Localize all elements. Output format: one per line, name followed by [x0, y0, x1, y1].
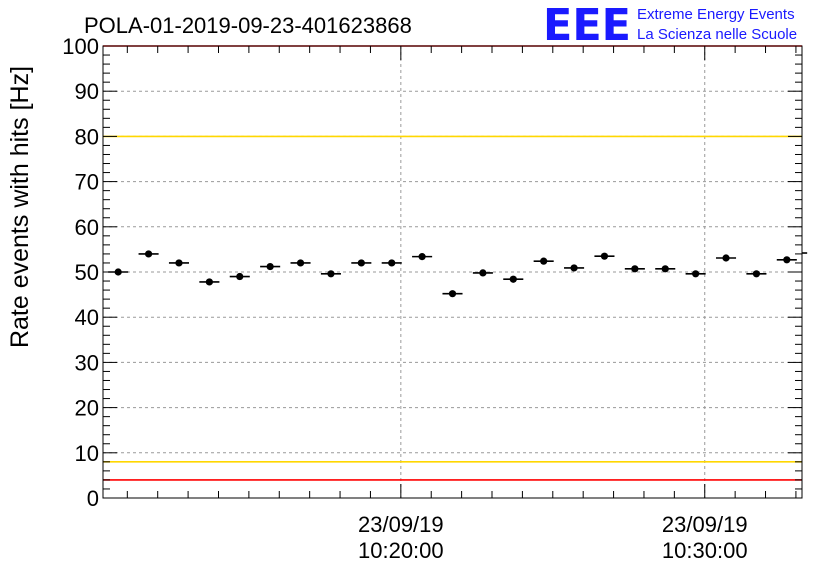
- eee-logo-line1: Extreme Energy Events: [637, 6, 795, 23]
- x-tick-label-date: 23/09/19: [358, 512, 444, 537]
- data-point: [327, 270, 335, 278]
- y-tick-label: 100: [62, 34, 99, 59]
- x-tick-label-time: 10:20:00: [358, 538, 444, 563]
- data-point: [631, 265, 639, 273]
- y-tick-label: 50: [75, 260, 99, 285]
- y-tick-label: 40: [75, 305, 99, 330]
- data-point: [692, 270, 700, 278]
- y-axis-label: Rate events with hits [Hz]: [6, 66, 34, 348]
- data-point: [752, 270, 761, 278]
- grid: [103, 46, 802, 498]
- data-point: [661, 265, 669, 273]
- x-tick-label-time: 10:30:00: [662, 538, 748, 563]
- data-point: [357, 259, 365, 267]
- y-tick-label: 30: [75, 350, 99, 375]
- y-tick-label: 60: [75, 215, 99, 240]
- data-point: [144, 250, 153, 258]
- data-point: [236, 272, 244, 281]
- data-point: [509, 275, 517, 283]
- y-tick-labels: 0 10 20 30 40 50 60 70 80 90 100: [62, 34, 99, 511]
- y-tick-label: 80: [75, 124, 99, 149]
- data-point: [722, 254, 730, 262]
- y-tick-label: 70: [75, 170, 99, 195]
- data-point: [418, 253, 426, 261]
- x-tick-label-date: 23/09/19: [662, 512, 748, 537]
- data-point: [266, 262, 274, 271]
- data-point: [783, 256, 791, 264]
- data-point: [600, 252, 609, 260]
- axis-ticks: [103, 45, 802, 499]
- data-point: [175, 259, 183, 267]
- data-point: [296, 259, 305, 267]
- eee-logo-line2: La Scienza nelle Scuole: [637, 26, 797, 43]
- y-tick-label: 0: [87, 486, 99, 511]
- eee-logo-mark: EEE: [543, 0, 631, 51]
- data-point: [540, 257, 548, 265]
- data-point: [448, 290, 457, 298]
- data-point: [479, 269, 487, 277]
- reference-lines: [103, 45, 802, 481]
- y-tick-label: 20: [75, 396, 99, 421]
- data-point: [205, 278, 213, 286]
- data-points: [108, 250, 808, 298]
- data-point: [570, 264, 578, 272]
- y-tick-label: 10: [75, 441, 99, 466]
- chart-title: POLA-01-2019-09-23-401623868: [84, 13, 412, 38]
- data-point: [114, 268, 122, 276]
- eee-logo: EEE Extreme Energy Events La Scienza nel…: [543, 0, 797, 51]
- y-tick-label: 90: [75, 79, 99, 104]
- data-point: [388, 259, 396, 267]
